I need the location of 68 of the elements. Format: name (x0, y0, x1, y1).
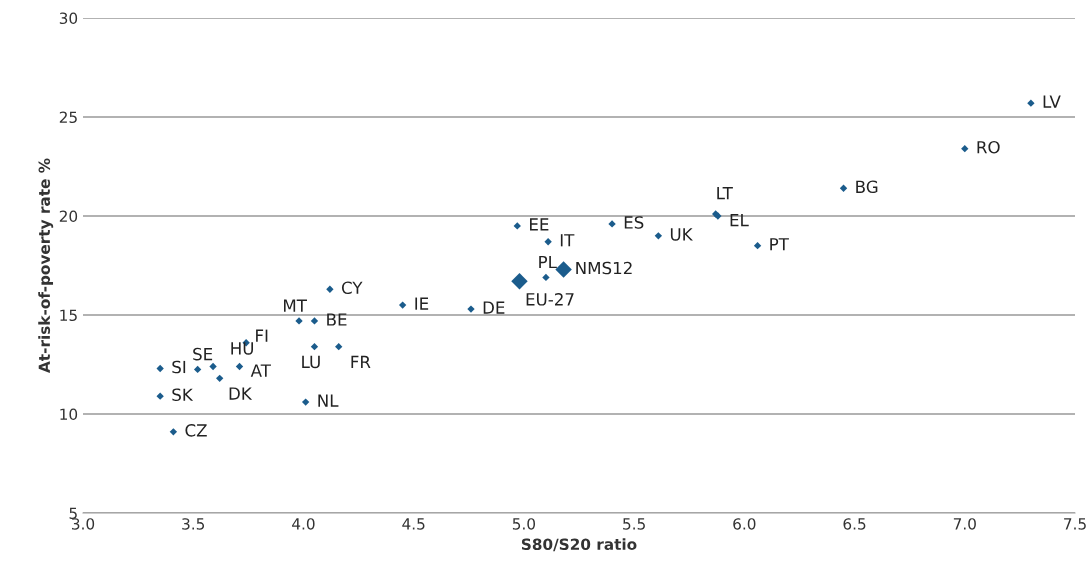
x-tick-label: 6.0 (733, 518, 756, 530)
annotation: DK (229, 387, 253, 400)
annotation: FR (351, 355, 371, 368)
annotation: BE (327, 313, 347, 326)
point (156, 364, 164, 373)
y-tick-label: 5 (69, 507, 77, 520)
x-tick-label: 6.5 (843, 518, 866, 530)
point (654, 232, 663, 240)
x-tick-label: 5.5 (623, 518, 645, 530)
annotation: SK (172, 388, 194, 402)
annotation: BG (856, 180, 878, 194)
point (335, 343, 343, 351)
annotation: AT (250, 364, 271, 377)
y-tick-label: 15 (60, 309, 77, 322)
y-tick-label: 10 (60, 408, 78, 421)
annotation: ES (624, 216, 644, 229)
annotation: HU (231, 342, 254, 355)
point (839, 184, 848, 192)
annotation: UK (670, 228, 693, 241)
annotation: EE (530, 218, 549, 231)
annotation: EU-27 (526, 293, 574, 306)
annotation: IT (560, 234, 575, 247)
y-tick-label: 30 (59, 12, 78, 25)
point (511, 273, 528, 290)
annotation: LT (717, 187, 733, 200)
annotation: RO (977, 140, 1000, 154)
annotation: CZ (185, 424, 207, 437)
annotation: PT (770, 238, 789, 251)
annotation: IE (415, 297, 429, 310)
x-axis-title: S80/S20 ratio (521, 538, 637, 552)
point (216, 374, 224, 383)
annotation: PL (539, 255, 557, 269)
point (310, 317, 319, 325)
point (209, 362, 217, 371)
point (326, 285, 334, 293)
annotation: NL (318, 394, 339, 407)
x-tick-label: 4.5 (402, 518, 425, 530)
x-tick-label: 3.5 (182, 518, 205, 530)
point (555, 261, 572, 278)
annotation: FI (256, 329, 268, 342)
point (169, 428, 178, 436)
y-axis-title: At-risk-of-poverty rate % (38, 158, 54, 373)
x-tick-label: 4.0 (292, 518, 315, 530)
annotation: LU (302, 355, 320, 369)
point (961, 145, 969, 153)
annotation: EL (730, 214, 749, 227)
x-tick-label: 7.5 (1064, 518, 1086, 530)
point (513, 222, 521, 230)
point (235, 362, 244, 371)
point (544, 238, 552, 246)
y-tick-label: 20 (59, 210, 78, 223)
point (301, 398, 310, 406)
annotation: DE (483, 301, 505, 314)
annotation: NMS12 (576, 261, 632, 275)
point (310, 343, 319, 351)
x-tick-label: 5.0 (512, 518, 536, 530)
y-tick-label: 25 (59, 111, 77, 124)
x-tick-label: 7.0 (953, 518, 976, 530)
annotation: CY (341, 281, 363, 295)
annotation: SI (172, 360, 186, 374)
point (753, 242, 762, 250)
point (193, 365, 202, 374)
annotation: MT (284, 299, 307, 312)
annotation: SE (193, 347, 213, 361)
point (398, 301, 407, 309)
x-tick-label: 3.0 (72, 518, 95, 530)
point (542, 273, 550, 282)
annotation: LV (1043, 95, 1061, 108)
